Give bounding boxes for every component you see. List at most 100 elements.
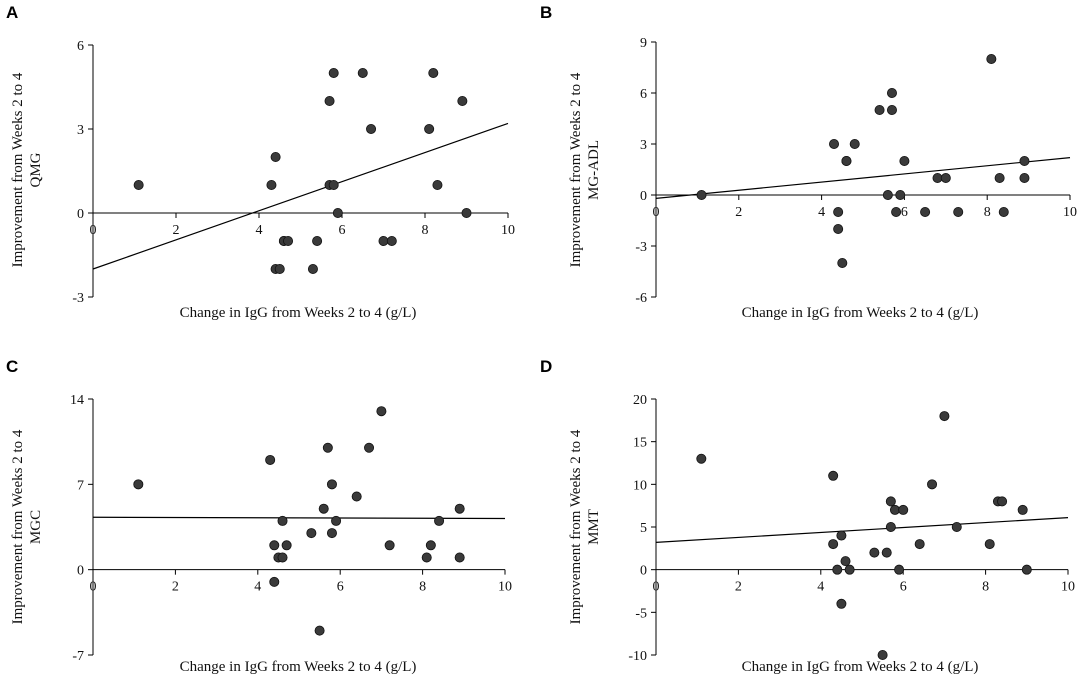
y-tick-label: -7 [72, 649, 84, 664]
data-point [421, 552, 432, 563]
data-point [1019, 155, 1030, 166]
x-axis-title: Change in IgG from Weeks 2 to 4 (g/L) [180, 659, 417, 675]
data-point [829, 138, 840, 149]
data-point [328, 179, 339, 190]
data-point [351, 491, 362, 502]
data-point [314, 625, 325, 636]
data-point [277, 515, 288, 526]
regression-line [92, 122, 509, 270]
y-tick-label: -5 [635, 606, 647, 621]
data-point [364, 442, 375, 453]
data-point [326, 528, 337, 539]
panel-d: D Improvement from Weeks 2 to 4 MMT Chan… [540, 357, 1075, 675]
y-tick-label: 7 [77, 478, 84, 493]
y-tick-label: 15 [633, 436, 647, 451]
data-point [833, 206, 844, 217]
data-point [886, 105, 897, 116]
regression-line [655, 157, 1071, 199]
data-point [274, 263, 285, 274]
panel-letter: C [6, 357, 18, 376]
x-tick-label: 0 [90, 580, 97, 595]
x-tick-label: 10 [1061, 580, 1075, 595]
x-axis-title: Change in IgG from Weeks 2 to 4 (g/L) [180, 305, 417, 321]
data-point [266, 179, 277, 190]
x-tick-label: 4 [817, 580, 824, 595]
data-point [837, 257, 848, 268]
data-point [899, 155, 910, 166]
y-tick-label: 0 [640, 189, 647, 204]
data-point [986, 54, 997, 65]
panel-letter: B [540, 3, 552, 22]
data-point [331, 515, 342, 526]
data-point [889, 504, 900, 515]
x-tick-label: 6 [901, 205, 908, 220]
data-point [1017, 504, 1028, 515]
data-point [891, 206, 902, 217]
data-point [269, 576, 280, 587]
data-point [882, 189, 893, 200]
data-point [951, 522, 962, 533]
y-axis-subtitle: QMG [28, 152, 44, 187]
data-point [332, 207, 343, 218]
y-tick-label: 0 [77, 207, 84, 222]
data-point [885, 496, 896, 507]
data-point [895, 189, 906, 200]
data-point [886, 88, 897, 99]
data-point [281, 540, 292, 551]
x-tick-label: 8 [984, 205, 991, 220]
data-point [461, 207, 472, 218]
data-point [378, 235, 389, 246]
y-axis-subtitle: MGC [28, 510, 44, 544]
data-point [898, 504, 909, 515]
data-point [836, 598, 847, 609]
data-point [696, 453, 707, 464]
data-point [434, 515, 445, 526]
y-tick-label: 0 [77, 564, 84, 579]
data-point [328, 68, 339, 79]
data-point [376, 406, 387, 417]
x-tick-label: 10 [501, 223, 515, 238]
x-tick-label: 8 [419, 580, 426, 595]
data-point [832, 564, 843, 575]
data-point [269, 540, 280, 551]
x-tick-label: 2 [735, 580, 742, 595]
data-point [920, 206, 931, 217]
data-point [828, 470, 839, 481]
data-point [454, 552, 465, 563]
y-tick-label: 5 [640, 521, 647, 536]
data-point [366, 124, 377, 135]
data-point [914, 539, 925, 550]
x-tick-label: 2 [735, 205, 742, 220]
data-point [998, 206, 1009, 217]
data-point [322, 442, 333, 453]
y-axis-subtitle: MG-ADL [586, 140, 602, 200]
data-point [457, 96, 468, 107]
x-tick-label: 2 [172, 580, 179, 595]
x-tick-label: 10 [1063, 205, 1077, 220]
data-point [844, 564, 855, 575]
data-point [265, 454, 276, 465]
data-point [283, 235, 294, 246]
x-tick-label: 0 [90, 223, 97, 238]
y-tick-label: 10 [633, 478, 647, 493]
x-tick-label: 0 [653, 205, 660, 220]
data-point [881, 547, 892, 558]
y-tick-label: 3 [640, 138, 647, 153]
data-point [454, 503, 465, 514]
data-point [277, 552, 288, 563]
data-point [877, 650, 888, 661]
data-point [836, 530, 847, 541]
x-axis-title: Change in IgG from Weeks 2 to 4 (g/L) [742, 305, 979, 321]
data-point [927, 479, 938, 490]
data-point [894, 564, 905, 575]
data-point [425, 540, 436, 551]
regression-line [655, 517, 1069, 543]
data-point [357, 68, 368, 79]
data-point [428, 68, 439, 79]
x-tick-label: 4 [254, 580, 261, 595]
x-tick-label: 6 [339, 223, 346, 238]
data-point [432, 179, 443, 190]
x-tick-label: 6 [337, 580, 344, 595]
panel-letter: D [540, 357, 552, 376]
x-tick-label: 2 [173, 223, 180, 238]
